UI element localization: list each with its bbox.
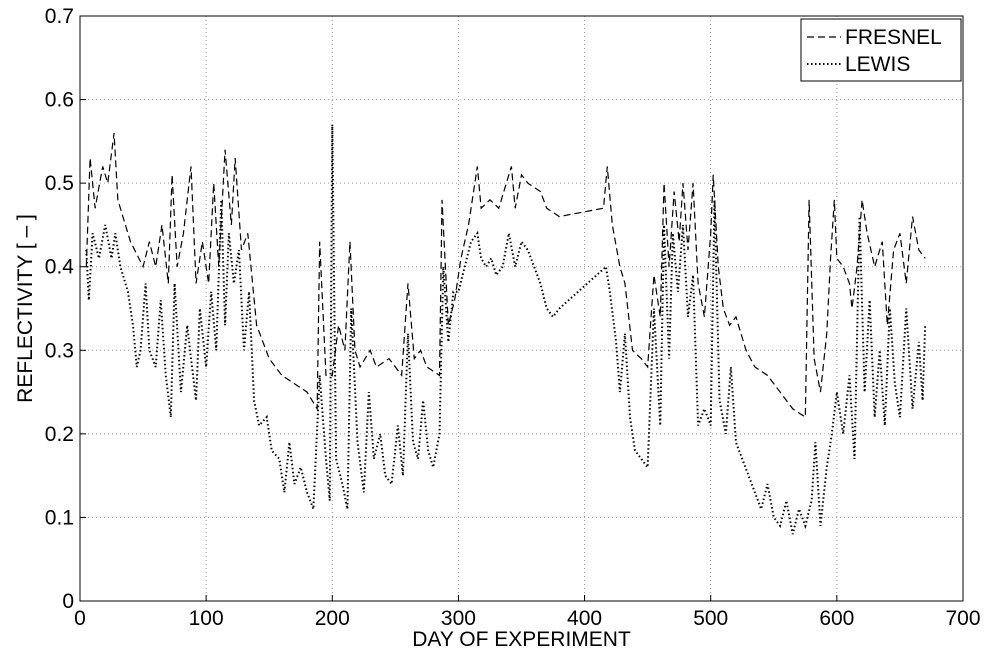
series-line [85,132,926,419]
x-tick-label: 300 [441,607,476,630]
x-tick-label: 700 [945,607,980,630]
y-tick-label: 0.3 [45,339,74,362]
y-tick-label: 0.1 [45,506,74,529]
y-axis-label: REFLECTIVITY [ – ] [14,214,37,403]
y-tick-label: 0.6 [45,89,74,112]
y-tick-label: 0.2 [45,423,74,446]
x-tick-label: 0 [74,607,86,630]
legend-label: LEWIS [845,53,910,76]
plot-frame [79,15,964,602]
legend-box [800,18,962,82]
y-tick-label: 0.7 [45,5,74,28]
series-line [85,124,927,535]
y-tick-label: 0 [62,590,74,613]
x-tick-label: 200 [315,607,350,630]
x-tick-label: 600 [819,607,854,630]
x-tick-label: 100 [189,607,224,630]
x-tick-label: 400 [567,607,602,630]
y-tick-label: 0.4 [45,256,75,279]
x-tick-label: 500 [693,607,728,630]
legend-label: FRESNEL [845,26,942,49]
x-axis-label: DAY OF EXPERIMENT [412,628,631,651]
y-tick-label: 0.5 [45,172,74,195]
